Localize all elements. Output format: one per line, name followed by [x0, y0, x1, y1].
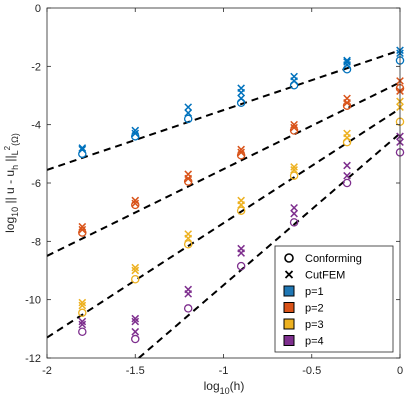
- cutfem-point-p3: [131, 266, 140, 275]
- conforming-point-p1: [183, 114, 193, 124]
- legend-color-swatch: [283, 335, 295, 346]
- cutfem-point-p3: [290, 166, 298, 174]
- x-tick-label: -2: [42, 365, 52, 377]
- cutfem-point-p3: [184, 230, 193, 238]
- cutfem-point-p2: [237, 145, 245, 154]
- cutfem-point-p1: [343, 56, 351, 65]
- axes: [46, 7, 401, 359]
- y-tick-label: -2: [31, 61, 41, 73]
- cutfem-point-p2: [78, 225, 87, 234]
- legend-entry: CutFEM: [284, 270, 345, 282]
- legend-color-swatch: [283, 318, 295, 330]
- conforming-point-p4: [183, 304, 193, 313]
- cutfem-point-p2: [290, 123, 298, 132]
- legend-label: p=4: [305, 336, 324, 348]
- legend-label: CutFEM: [305, 270, 345, 282]
- legend-color-swatch: [283, 302, 295, 313]
- cutfem-point-p4: [131, 327, 140, 336]
- fit-line-p4: [138, 132, 400, 358]
- conforming-point-p3: [130, 274, 140, 284]
- x-tick-label: 0: [397, 365, 403, 377]
- x-tick-label: -0.5: [302, 365, 321, 377]
- conforming-point-p3: [183, 239, 193, 249]
- legend-label: p=2: [305, 303, 324, 315]
- legend-box: [274, 245, 394, 353]
- y-tick-label: 0: [35, 3, 41, 15]
- cutfem-point-p4: [290, 209, 298, 218]
- legend: Conforming CutFEM p=1 p=2 p=3 p=4: [274, 245, 394, 353]
- y-tick-label: -8: [31, 236, 41, 248]
- cutfem-point-p1: [237, 84, 245, 93]
- y-tick-label: -10: [25, 295, 41, 307]
- cutfem-point-p1: [131, 129, 140, 138]
- legend-label: Conforming: [305, 253, 362, 265]
- cutfem-point-p2: [237, 148, 245, 157]
- conforming-point-p4: [78, 327, 87, 336]
- legend-entry: p=2: [283, 302, 324, 315]
- cutfem-point-p4: [237, 244, 245, 253]
- cutfem-point-p4: [343, 171, 351, 180]
- legend-label: p=1: [305, 286, 324, 298]
- x-tick-label: -1: [219, 365, 229, 377]
- cutfem-point-p4: [78, 317, 87, 326]
- conforming-point-p4: [289, 218, 299, 227]
- fit-lines: [47, 49, 400, 358]
- cutfem-point-p4: [343, 161, 351, 170]
- conforming-point-p3: [289, 171, 299, 180]
- conforming-point-p4: [130, 334, 140, 344]
- legend-label: p=3: [305, 319, 324, 331]
- cutfem-point-p1: [78, 145, 87, 154]
- cutfem-point-p1: [131, 126, 140, 135]
- legend-x-marker: [284, 270, 294, 279]
- conforming-point-p4: [342, 178, 352, 188]
- cutfem-point-p4: [131, 314, 140, 323]
- cutfem-point-p3: [237, 196, 245, 205]
- legend-entry: p=4: [283, 335, 324, 348]
- fit-line-p2: [47, 81, 400, 257]
- cutfem-point-p2: [184, 170, 193, 179]
- conforming-point-p3: [236, 206, 246, 215]
- cutfem-point-p1: [78, 144, 87, 152]
- legend-circle-marker: [284, 253, 294, 263]
- cutfem-point-p4: [184, 285, 193, 294]
- cutfem-point-p2: [131, 196, 140, 205]
- x-axis-label: log10(h): [204, 379, 245, 396]
- x-tick-label: -1.5: [126, 365, 145, 377]
- y-tick-label: -12: [25, 353, 41, 365]
- conforming-point-p4: [236, 261, 246, 271]
- cutfem-point-p4: [290, 203, 298, 212]
- cutfem-point-p3: [343, 129, 351, 138]
- cutfem-point-p3: [78, 301, 87, 310]
- cutfem-point-p3: [78, 298, 87, 307]
- y-tick-label: -4: [31, 120, 41, 132]
- cutfem-point-p3: [290, 163, 298, 171]
- cutfem-point-p3: [131, 263, 140, 272]
- conforming-point-p3: [78, 308, 87, 318]
- y-tick-label: -6: [31, 178, 41, 190]
- cutfem-point-p2: [290, 120, 298, 129]
- cutfem-point-p1: [184, 103, 193, 111]
- cutfem-point-p2: [343, 94, 351, 103]
- cutfem-point-p1: [343, 58, 351, 66]
- cutfem-point-p1: [237, 94, 245, 103]
- legend-entry: p=3: [283, 318, 324, 331]
- tick-labels: -2 -1.5 -1 -0.5 0 0 -2 -4 -6 -8 -10 -12: [25, 3, 403, 377]
- cutfem-point-p4: [78, 320, 87, 329]
- fit-line-p3: [47, 107, 400, 339]
- cutfem-point-p2: [131, 199, 140, 208]
- y-axis-label: log10 || u - uh ||L2(Ω): [3, 133, 20, 233]
- legend-color-swatch: [283, 285, 295, 297]
- fit-line-p1: [47, 49, 400, 171]
- cutfem-point-p2: [78, 222, 87, 231]
- cutfem-point-p4: [131, 317, 140, 326]
- cutfem-point-p1: [290, 72, 298, 81]
- legend-entry: Conforming: [284, 253, 362, 265]
- legend-entry: p=1: [283, 285, 324, 298]
- cutfem-point-p1: [184, 109, 193, 117]
